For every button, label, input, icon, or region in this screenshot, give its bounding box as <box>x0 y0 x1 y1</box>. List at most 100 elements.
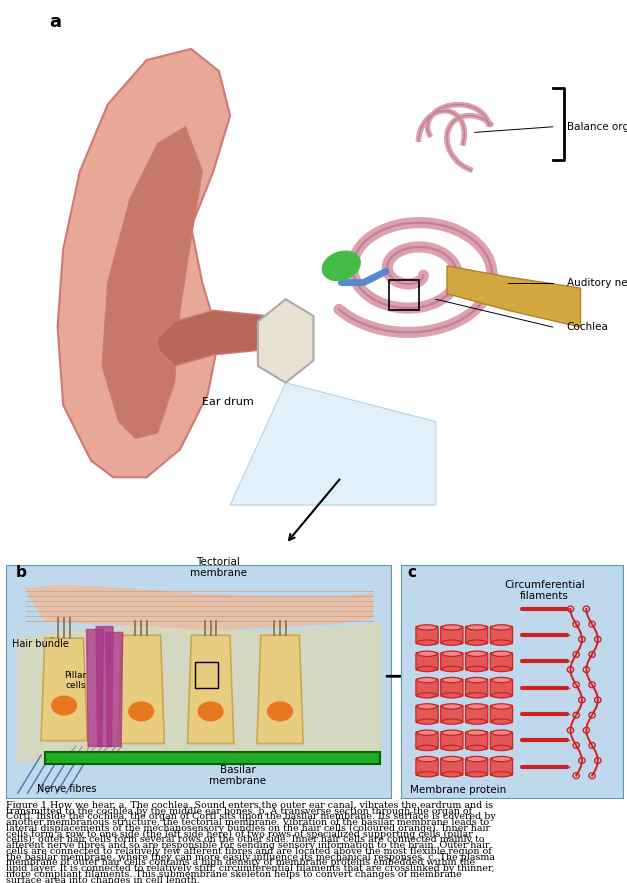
Ellipse shape <box>492 640 511 645</box>
Text: afferent nerve fibres and so are responsible for sending sensory information to : afferent nerve fibres and so are respons… <box>6 841 490 850</box>
FancyBboxPatch shape <box>490 706 513 723</box>
Ellipse shape <box>442 745 461 751</box>
Ellipse shape <box>492 677 511 683</box>
Text: cells are connected to relatively few afferent fibres and are located above the : cells are connected to relatively few af… <box>6 847 492 856</box>
Ellipse shape <box>442 757 461 762</box>
Ellipse shape <box>492 625 511 630</box>
Ellipse shape <box>492 745 511 751</box>
FancyBboxPatch shape <box>465 626 488 644</box>
Text: Tectorial
membrane: Tectorial membrane <box>190 556 247 578</box>
FancyBboxPatch shape <box>490 653 513 670</box>
Polygon shape <box>118 636 164 743</box>
FancyBboxPatch shape <box>416 653 438 670</box>
Ellipse shape <box>442 772 461 777</box>
Ellipse shape <box>466 692 487 698</box>
FancyBboxPatch shape <box>490 731 513 749</box>
Text: Ear drum: Ear drum <box>203 397 254 407</box>
Ellipse shape <box>442 719 461 724</box>
FancyBboxPatch shape <box>6 565 392 799</box>
Ellipse shape <box>442 625 461 630</box>
Polygon shape <box>87 630 103 746</box>
Ellipse shape <box>442 667 461 672</box>
Polygon shape <box>58 49 230 477</box>
FancyBboxPatch shape <box>401 565 624 799</box>
Ellipse shape <box>492 719 511 724</box>
Text: lipid layer. It is connected to relatively stiff, circumferential filaments that: lipid layer. It is connected to relative… <box>6 864 495 873</box>
Ellipse shape <box>417 719 437 724</box>
FancyBboxPatch shape <box>490 758 513 775</box>
Text: another membranous structure, the tectorial membrane. Vibration of the basilar m: another membranous structure, the tector… <box>6 819 490 827</box>
Ellipse shape <box>442 651 461 656</box>
Text: b: b <box>16 565 27 580</box>
Polygon shape <box>26 585 372 630</box>
FancyBboxPatch shape <box>465 679 488 697</box>
Text: Basilar
membrane: Basilar membrane <box>209 765 266 787</box>
Polygon shape <box>41 638 87 741</box>
FancyBboxPatch shape <box>416 758 438 775</box>
Ellipse shape <box>492 704 511 709</box>
Ellipse shape <box>417 745 437 751</box>
Ellipse shape <box>417 677 437 683</box>
Ellipse shape <box>417 667 437 672</box>
Ellipse shape <box>466 757 487 762</box>
Ellipse shape <box>442 704 461 709</box>
Ellipse shape <box>322 251 361 281</box>
Text: membrane of outer hair cells contains a high density of membrane proteins embedd: membrane of outer hair cells contains a … <box>6 858 475 867</box>
Ellipse shape <box>417 704 437 709</box>
Text: surface area into changes in cell length.: surface area into changes in cell length… <box>6 876 200 883</box>
Text: the basilar membrane, where they can more easily influence its mechanical respon: the basilar membrane, where they can mor… <box>6 853 495 862</box>
Ellipse shape <box>417 772 437 777</box>
Polygon shape <box>102 127 203 438</box>
Polygon shape <box>230 382 436 505</box>
Text: transmitted to the cochlea by the middle ear bones. b, A transverse section thro: transmitted to the cochlea by the middle… <box>6 807 472 816</box>
Polygon shape <box>106 632 123 746</box>
FancyBboxPatch shape <box>416 706 438 723</box>
FancyBboxPatch shape <box>441 653 463 670</box>
Text: Balance organ: Balance organ <box>567 122 627 132</box>
Text: Circumferential
filaments: Circumferential filaments <box>504 580 585 601</box>
Ellipse shape <box>417 730 437 736</box>
Ellipse shape <box>442 692 461 698</box>
Text: Pillar
cells: Pillar cells <box>65 670 87 690</box>
Polygon shape <box>158 310 269 366</box>
FancyBboxPatch shape <box>441 731 463 749</box>
Ellipse shape <box>492 772 511 777</box>
FancyBboxPatch shape <box>465 758 488 775</box>
Circle shape <box>268 702 292 721</box>
FancyBboxPatch shape <box>416 679 438 697</box>
Ellipse shape <box>492 651 511 656</box>
Polygon shape <box>447 266 581 327</box>
FancyBboxPatch shape <box>416 731 438 749</box>
FancyBboxPatch shape <box>441 626 463 644</box>
Ellipse shape <box>466 677 487 683</box>
Ellipse shape <box>466 745 487 751</box>
Text: cells); outer hair cells form several rows on the other side. Inner hair cells a: cells); outer hair cells form several ro… <box>6 835 485 844</box>
Polygon shape <box>96 627 113 746</box>
Text: Membrane protein: Membrane protein <box>411 785 507 796</box>
FancyBboxPatch shape <box>441 758 463 775</box>
Ellipse shape <box>492 692 511 698</box>
Ellipse shape <box>417 640 437 645</box>
Ellipse shape <box>466 625 487 630</box>
FancyBboxPatch shape <box>465 731 488 749</box>
Ellipse shape <box>492 757 511 762</box>
FancyBboxPatch shape <box>490 679 513 697</box>
Text: c: c <box>408 565 416 580</box>
Text: Cochlea: Cochlea <box>567 322 608 332</box>
Ellipse shape <box>417 651 437 656</box>
FancyBboxPatch shape <box>45 752 381 764</box>
Text: Figure 1 How we hear. a, The cochlea. Sound enters the outer ear canal, vibrates: Figure 1 How we hear. a, The cochlea. So… <box>6 801 493 810</box>
Text: Nerve fibres: Nerve fibres <box>37 784 97 794</box>
Ellipse shape <box>466 730 487 736</box>
Text: lateral displacements of the mechanosensory bundles on the hair cells (coloured : lateral displacements of the mechanosens… <box>6 824 490 833</box>
Ellipse shape <box>417 757 437 762</box>
Circle shape <box>129 702 154 721</box>
Ellipse shape <box>492 667 511 672</box>
Ellipse shape <box>442 677 461 683</box>
Polygon shape <box>258 299 314 382</box>
Ellipse shape <box>466 640 487 645</box>
Text: a: a <box>50 12 61 31</box>
Text: more compliant filaments. This submembrane skeleton helps to convert changes of : more compliant filaments. This submembra… <box>6 870 462 879</box>
Ellipse shape <box>417 692 437 698</box>
Circle shape <box>198 702 223 721</box>
